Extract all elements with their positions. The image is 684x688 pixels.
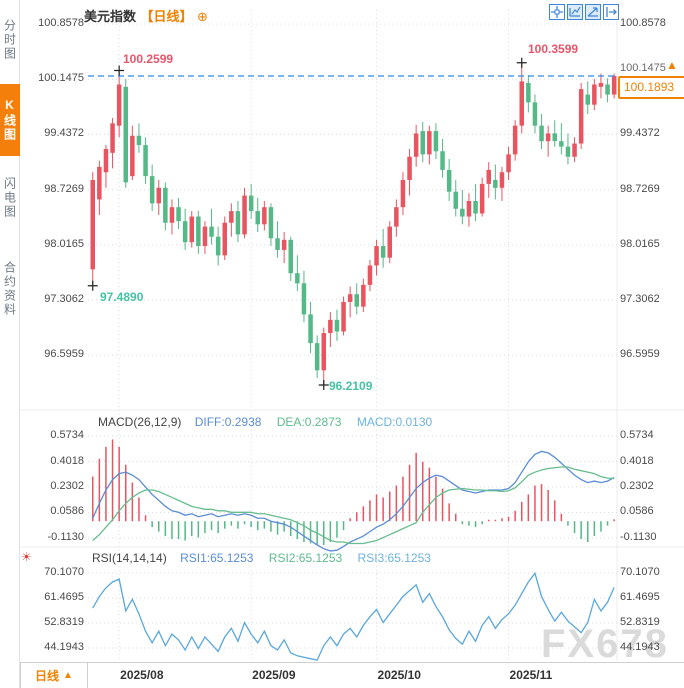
low-annotation-2: 96.2109 xyxy=(329,379,373,393)
price-axis-label-left: 96.5959 xyxy=(44,348,84,361)
frame-scale-icon[interactable] xyxy=(567,4,583,20)
rsi-axis-label-left: 70.1070 xyxy=(44,566,84,578)
price-up-arrow-icon: ▲ xyxy=(666,58,678,72)
period-tag: 【日线】 xyxy=(140,9,193,24)
rsi-settings-icon[interactable]: ☀ xyxy=(21,550,32,564)
rsi-header: RSI(14,14,14) RSI1:65.1253 RSI2:65.1253 … xyxy=(92,551,431,565)
rsi2-value: RSI2:65.1253 xyxy=(268,551,343,565)
period-selector[interactable]: 日线 ▲ xyxy=(20,662,88,688)
price-axis-label-right: 97.3062 xyxy=(620,292,660,305)
price-axis-label-left: 99.4372 xyxy=(44,127,84,140)
month-axis-label: 2025/08 xyxy=(120,668,164,682)
macd-axis-label-right: -0.1130 xyxy=(620,530,657,543)
price-axis-label-left: 98.7269 xyxy=(44,182,84,195)
time-axis-bar xyxy=(20,662,684,688)
macd-header: MACD(26,12,9) DIFF:0.2938 DEA:0.2873 MAC… xyxy=(98,415,432,429)
chart-type-sidebar: 分时图 K线图 闪电图 合约资料 xyxy=(0,0,20,688)
current-axis-label: 100.1475 xyxy=(620,62,666,74)
sidebar-tab-contract-info[interactable]: 合约资料 xyxy=(2,261,17,317)
macd-axis-label-right: 0.5734 xyxy=(620,429,654,441)
sidebar-tab-candlestick[interactable]: K线图 xyxy=(0,84,20,156)
macd-macd-value: MACD:0.0130 xyxy=(356,415,433,429)
current-price-tag: 100.1893 xyxy=(618,76,684,99)
add-indicator-icon[interactable]: ⊕ xyxy=(196,9,208,24)
rsi-axis-label-right: 61.4695 xyxy=(620,590,660,603)
price-axis-label-right: 100.8578 xyxy=(620,17,666,30)
rsi-axis-label-right: 44.1943 xyxy=(620,640,660,653)
price-axis-label-left: 97.3062 xyxy=(44,292,84,305)
price-axis-label-right: 96.5959 xyxy=(620,348,660,361)
macd-title: MACD(26,12,9) xyxy=(98,415,182,429)
rsi-title: RSI(14,14,14) xyxy=(92,551,167,565)
chart-header: 美元指数 【日线】 ⊕ xyxy=(84,6,208,26)
low-annotation-1: 97.4890 xyxy=(100,290,144,304)
crosshair-icon[interactable] xyxy=(549,4,565,20)
price-axis-label-left: 100.8578 xyxy=(38,17,84,30)
sidebar-tab-timeline[interactable]: 分时图 xyxy=(2,19,17,61)
rsi1-value: RSI1:65.1253 xyxy=(180,551,254,565)
macd-axis-label-right: 0.0586 xyxy=(620,505,654,518)
rsi-axis-label-right: 70.1070 xyxy=(620,566,660,578)
macd-axis-label-right: 0.4018 xyxy=(620,454,654,467)
rsi-axis-label-left: 44.1943 xyxy=(44,640,84,653)
high-annotation-2: 100.3599 xyxy=(528,42,579,56)
macd-diff-value: DIFF:0.2938 xyxy=(194,415,262,429)
macd-axis-label-left: 0.5734 xyxy=(50,429,84,441)
price-axis-label-right: 98.0165 xyxy=(620,237,660,250)
trend-arrow-icon[interactable] xyxy=(585,4,601,20)
macd-axis-label-left: 0.4018 xyxy=(50,454,84,467)
macd-dea-value: DEA:0.2873 xyxy=(276,415,342,429)
price-axis-label-left: 98.0165 xyxy=(44,237,84,250)
price-axis-label-left: 100.1475 xyxy=(38,72,84,85)
macd-axis-label-left: 0.2302 xyxy=(50,480,84,492)
macd-axis-label-right: 0.2302 xyxy=(620,480,654,492)
price-axis-label-right: 99.4372 xyxy=(620,127,660,140)
month-axis-label: 2025/11 xyxy=(509,668,553,682)
watermark: FX678 xyxy=(541,622,669,666)
export-icon[interactable] xyxy=(603,4,619,20)
chart-toolbar xyxy=(549,4,619,20)
high-annotation-1: 100.2599 xyxy=(123,52,174,66)
rsi-axis-label-left: 61.4695 xyxy=(44,590,84,603)
month-axis-label: 2025/09 xyxy=(252,668,296,682)
macd-axis-label-left: -0.1130 xyxy=(47,530,85,543)
rsi3-value: RSI3:65.1253 xyxy=(357,551,431,565)
rsi-axis-label-right: 52.8319 xyxy=(620,615,660,628)
period-label: 日线 xyxy=(35,669,60,683)
price-axis-label-right: 98.7269 xyxy=(620,182,660,195)
rsi-axis-label-left: 52.8319 xyxy=(44,615,84,628)
month-axis-label: 2025/10 xyxy=(377,668,421,682)
sidebar-tab-lightning[interactable]: 闪电图 xyxy=(2,177,17,219)
instrument-title: 美元指数 xyxy=(84,9,137,24)
triangle-up-icon: ▲ xyxy=(63,670,73,681)
macd-axis-label-left: 0.0586 xyxy=(50,505,84,518)
